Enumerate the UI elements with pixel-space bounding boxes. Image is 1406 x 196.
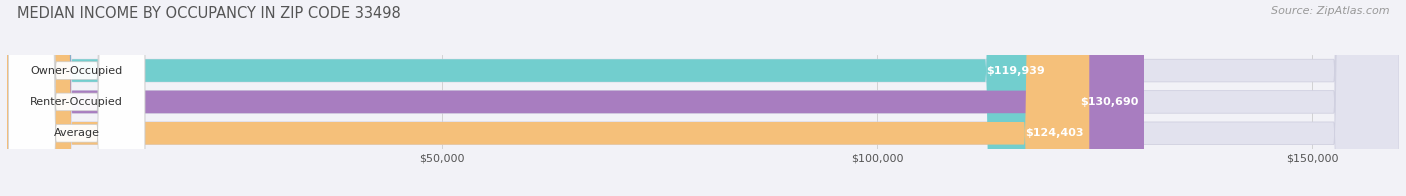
FancyBboxPatch shape (7, 0, 1399, 196)
Text: Owner-Occupied: Owner-Occupied (31, 65, 122, 76)
Text: $119,939: $119,939 (986, 65, 1045, 76)
FancyBboxPatch shape (7, 0, 1144, 196)
FancyBboxPatch shape (8, 0, 145, 196)
FancyBboxPatch shape (7, 0, 1399, 196)
Text: Renter-Occupied: Renter-Occupied (30, 97, 124, 107)
FancyBboxPatch shape (7, 0, 1090, 196)
Text: $130,690: $130,690 (1080, 97, 1139, 107)
Text: Average: Average (53, 128, 100, 138)
FancyBboxPatch shape (8, 0, 145, 196)
FancyBboxPatch shape (7, 0, 1399, 196)
Text: $124,403: $124,403 (1025, 128, 1084, 138)
Text: Source: ZipAtlas.com: Source: ZipAtlas.com (1271, 6, 1389, 16)
Text: MEDIAN INCOME BY OCCUPANCY IN ZIP CODE 33498: MEDIAN INCOME BY OCCUPANCY IN ZIP CODE 3… (17, 6, 401, 21)
FancyBboxPatch shape (8, 0, 145, 196)
FancyBboxPatch shape (7, 0, 1050, 196)
